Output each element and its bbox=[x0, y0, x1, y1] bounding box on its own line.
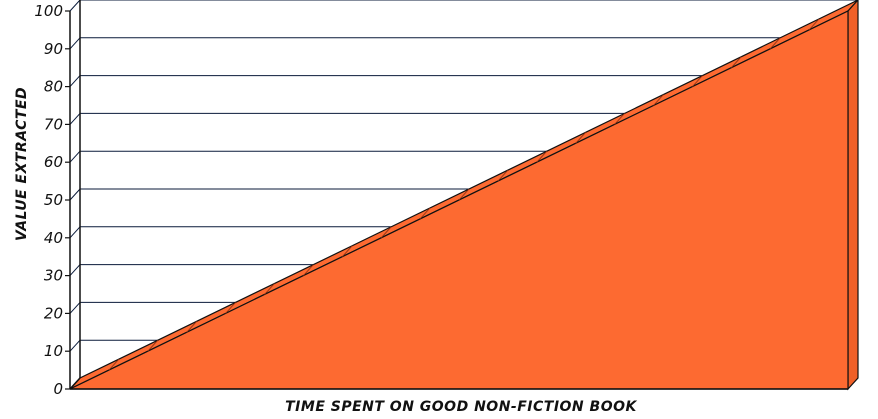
area-hatch bbox=[264, 283, 275, 295]
area-hatch bbox=[653, 94, 664, 106]
y-tick-labels: 0 10 20 30 40 50 60 70 80 90 100 bbox=[34, 2, 70, 398]
y-tick-label: 50 bbox=[44, 191, 63, 209]
gridline-depth bbox=[69, 302, 81, 314]
y-tick-label: 90 bbox=[44, 40, 63, 58]
gridline-depth bbox=[69, 150, 81, 163]
area-hatch bbox=[731, 56, 742, 68]
floor-depth-edge bbox=[69, 377, 81, 390]
area-hatch bbox=[303, 264, 314, 276]
x-axis-label: TIME SPENT ON GOOD NON-FICTION BOOK bbox=[285, 399, 637, 415]
area-hatch bbox=[458, 188, 470, 201]
gridline-depth bbox=[69, 0, 81, 12]
area-hatch bbox=[614, 113, 625, 125]
area-hatch bbox=[225, 302, 236, 314]
y-tick-label: 10 bbox=[44, 342, 63, 360]
y-tick-label: 30 bbox=[44, 267, 63, 285]
y-tick-label: 20 bbox=[44, 304, 63, 322]
gridline-depth bbox=[69, 113, 81, 125]
area-hatch bbox=[186, 321, 197, 333]
area-hatch bbox=[342, 245, 353, 257]
y-tick-label: 80 bbox=[44, 78, 63, 96]
y-tick-label: 0 bbox=[53, 380, 63, 398]
y-tick-label: 100 bbox=[34, 2, 63, 20]
area-hatch bbox=[692, 75, 703, 87]
area-hatch bbox=[808, 18, 820, 31]
gridline-depth bbox=[69, 339, 81, 352]
y-tick-label: 60 bbox=[44, 153, 63, 171]
area-hatch bbox=[497, 169, 509, 182]
area-hatch bbox=[380, 226, 392, 239]
gridline-depth bbox=[69, 226, 81, 239]
y-axis-label: VALUE EXTRACTED bbox=[14, 87, 30, 241]
area-side-face bbox=[847, 0, 859, 391]
gridline-depth bbox=[69, 188, 81, 201]
y-tick-label: 70 bbox=[44, 115, 63, 133]
gridline-depth bbox=[69, 75, 81, 87]
y-tick-label: 40 bbox=[44, 229, 63, 247]
area-hatch bbox=[419, 207, 431, 220]
area-hatch bbox=[108, 358, 120, 371]
area-series bbox=[69, 0, 859, 391]
area-hatch bbox=[536, 150, 548, 163]
area-hatch bbox=[575, 132, 586, 144]
gridline-depth bbox=[69, 37, 81, 50]
area-hatch bbox=[147, 339, 159, 352]
area-hatch bbox=[769, 37, 781, 50]
gridline-depth bbox=[69, 264, 81, 276]
